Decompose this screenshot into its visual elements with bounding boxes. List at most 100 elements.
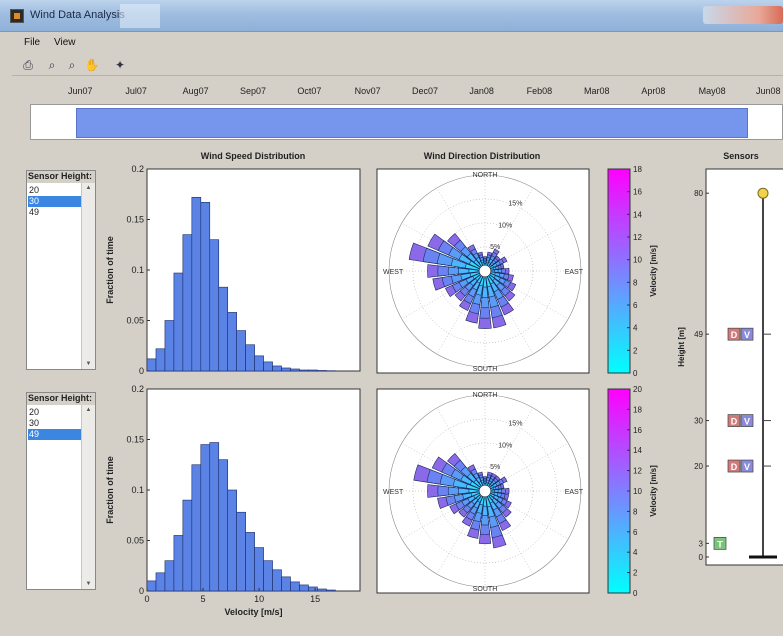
rose-outer-ring bbox=[388, 394, 582, 588]
histogram-bar bbox=[155, 348, 166, 372]
histogram-bar bbox=[182, 499, 193, 592]
zoom-in-icon[interactable]: ⌕ bbox=[48, 58, 56, 72]
histogram-bar bbox=[191, 196, 202, 372]
list-item[interactable]: 20 bbox=[29, 407, 40, 417]
list-scrollbar[interactable]: ▲ ▼ bbox=[81, 405, 95, 589]
timeline-track[interactable] bbox=[30, 104, 783, 140]
histogram-bar bbox=[146, 580, 157, 592]
list-item[interactable]: 30 bbox=[28, 196, 82, 207]
rose-west-label: WEST bbox=[383, 269, 404, 276]
pan-icon[interactable]: ✋ bbox=[84, 58, 100, 72]
rose-calm-center bbox=[478, 484, 492, 498]
list-scrollbar[interactable]: ▲ ▼ bbox=[81, 183, 95, 369]
sensor-badge-V[interactable]: V bbox=[740, 459, 754, 473]
sensors-axes bbox=[705, 168, 783, 566]
colorbar-tick-label: 2 bbox=[633, 569, 638, 578]
y-tick-label: 0.1 bbox=[131, 485, 144, 495]
list-item[interactable]: 30 bbox=[29, 418, 40, 428]
sensor-badge-D[interactable]: D bbox=[727, 459, 741, 473]
title-bar[interactable]: Wind Data Analysis bbox=[0, 0, 783, 32]
timeline-month-label: Jun07 bbox=[68, 86, 93, 96]
scroll-up-icon[interactable]: ▲ bbox=[85, 407, 92, 413]
rose-south-label: SOUTH bbox=[473, 366, 498, 373]
menu-view[interactable]: View bbox=[54, 37, 76, 48]
y-tick-label: 0.2 bbox=[131, 164, 144, 174]
zoom-out-icon[interactable]: ⌕ bbox=[68, 58, 76, 72]
sensor-badge-box[interactable] bbox=[740, 327, 754, 341]
histogram-bar bbox=[209, 442, 220, 592]
list-item[interactable]: 20 bbox=[29, 185, 40, 195]
colorbar-tick-label: 2 bbox=[633, 346, 638, 355]
sensor-badge-box[interactable] bbox=[740, 414, 754, 427]
speed-histogram-bottom: 0 0.05 0.1 0.15 0.2 0 5 10 15 Fraction of time Vel… bbox=[105, 384, 361, 617]
timeline-labels: Jun07 Jul07 Aug07 Sep07 Oct07 Nov07 Dec07 Jan08… bbox=[28, 86, 783, 100]
histogram-bar bbox=[254, 355, 264, 372]
menu-bar: File View bbox=[12, 34, 783, 52]
y-axis-label: Height [m] bbox=[677, 327, 686, 367]
colorbar-tick-label: 12 bbox=[633, 233, 642, 242]
histogram-bar bbox=[290, 581, 300, 592]
sensor-badge-box[interactable] bbox=[727, 327, 741, 341]
window-title: Wind Data Analysis bbox=[30, 9, 125, 21]
x-tick-label: 0 bbox=[144, 594, 149, 604]
rose-north-label: NORTH bbox=[473, 392, 498, 399]
sensor-badge-D[interactable]: D bbox=[727, 414, 741, 427]
colorbar-tick-label: 0 bbox=[633, 369, 638, 378]
rose-east-label: EAST bbox=[565, 489, 584, 496]
y-tick-label: 0.1 bbox=[131, 265, 144, 275]
histogram-bar bbox=[263, 361, 273, 372]
x-axis-label: Velocity [m/s] bbox=[224, 607, 282, 617]
speed-histogram-top: 0 0.05 0.1 0.15 0.2 Fraction of time bbox=[105, 164, 361, 376]
timeline-month-label: Dec07 bbox=[412, 86, 439, 96]
scroll-down-icon[interactable]: ▼ bbox=[85, 361, 92, 367]
colorbar-label: Velocity [m/s] bbox=[649, 245, 658, 297]
sensor-badge-box[interactable] bbox=[727, 414, 741, 427]
rose-ring-label: 15% bbox=[508, 201, 522, 208]
histogram-bar bbox=[317, 370, 327, 372]
sensor-badge-T[interactable]: T bbox=[713, 537, 727, 550]
y-tick-label: 0.05 bbox=[126, 536, 144, 546]
colorbar-tick-label: 12 bbox=[633, 467, 642, 476]
list-item[interactable]: 49 bbox=[28, 429, 82, 440]
histogram-bar bbox=[308, 369, 318, 372]
wind-rose-top: NORTH SOUTH EAST WEST 5% 10% 15% bbox=[376, 168, 590, 374]
timeline-selected-range[interactable] bbox=[76, 108, 749, 138]
velocity-colorbar-top: 0 2 4 6 8 10 12 14 16 18 Velocity [m/s] bbox=[607, 165, 658, 378]
velocity-colorbar-bottom: 0 2 4 6 8 10 12 14 16 18 20 Velocity [m/s] bbox=[607, 385, 658, 598]
toolbar: ⎙ ⌕ ⌕ ✋ ✦ bbox=[12, 54, 783, 76]
sensor-badge-box[interactable] bbox=[727, 459, 741, 473]
histogram-bar bbox=[173, 535, 184, 592]
sensor-badge-label: D bbox=[731, 417, 738, 427]
data-cursor-icon[interactable]: ✦ bbox=[114, 58, 126, 72]
colorbar-tick-label: 4 bbox=[633, 548, 638, 557]
sensor-badge-D[interactable]: D bbox=[727, 327, 741, 341]
sensor-badge-label: D bbox=[731, 462, 738, 472]
scroll-down-icon[interactable]: ▼ bbox=[85, 581, 92, 587]
window-controls[interactable] bbox=[703, 6, 783, 24]
y-axis-label: Fraction of time bbox=[105, 236, 115, 304]
list-item[interactable]: 49 bbox=[29, 207, 40, 217]
scroll-up-icon[interactable]: ▲ bbox=[85, 185, 92, 191]
sensor-badge-box[interactable] bbox=[740, 459, 754, 473]
x-tick-label: 5 bbox=[201, 594, 206, 604]
menu-file[interactable]: File bbox=[24, 37, 41, 48]
rose-ring-label: 5% bbox=[490, 244, 500, 251]
title-glare bbox=[120, 4, 160, 28]
histogram-bar bbox=[218, 286, 229, 372]
timeline-month-label: Mar08 bbox=[584, 86, 610, 96]
timeline-month-label: May08 bbox=[698, 86, 726, 96]
y-tick-label: 20 bbox=[694, 462, 703, 471]
sensor-height-list-top: Sensor Height: 20 30 49 ▲ ▼ bbox=[26, 170, 96, 370]
print-icon[interactable]: ⎙ bbox=[23, 58, 33, 72]
sensor-badge-box[interactable] bbox=[713, 537, 727, 550]
timeline-month-label: Jun08 bbox=[756, 86, 781, 96]
histogram-bar bbox=[299, 369, 309, 372]
rose-outer-ring bbox=[388, 174, 582, 368]
sensor-badge-V[interactable]: V bbox=[740, 414, 754, 427]
y-tick-label: 0 bbox=[699, 553, 704, 562]
sensor-badge-V[interactable]: V bbox=[740, 327, 754, 341]
histogram-bar bbox=[218, 459, 229, 592]
timeline-month-label: Sep07 bbox=[240, 86, 267, 96]
